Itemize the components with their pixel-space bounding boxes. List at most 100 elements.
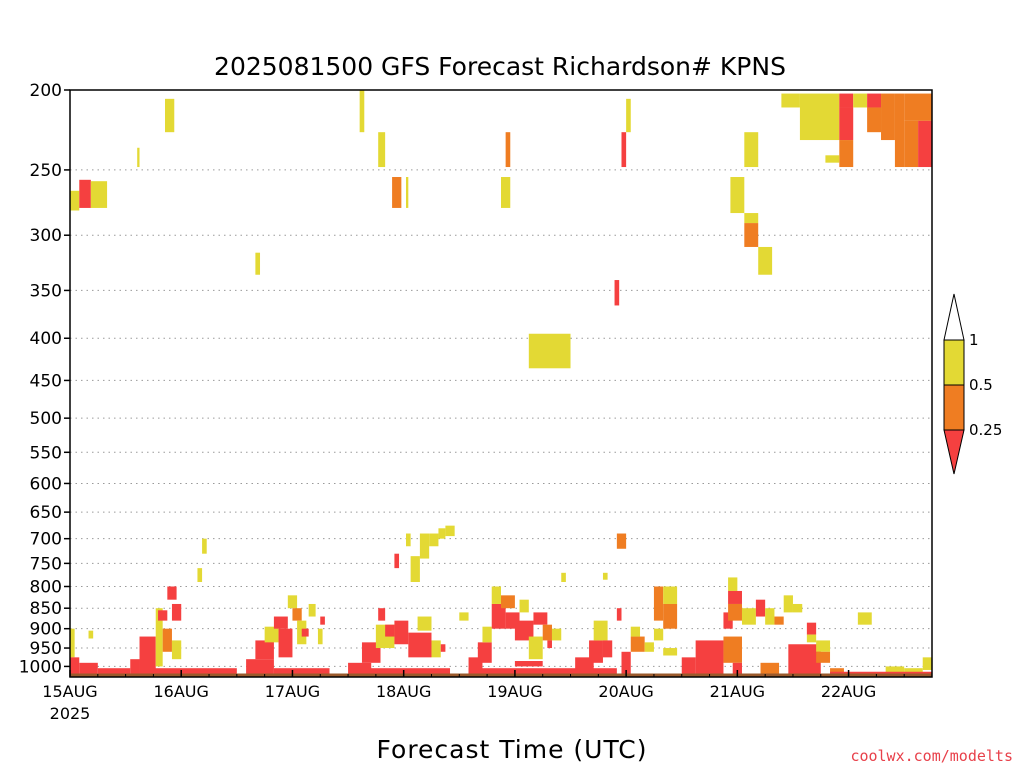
heatmap-cell	[392, 177, 402, 208]
heatmap-cell	[70, 657, 80, 674]
heatmap-cell	[881, 93, 895, 141]
heatmap-cell	[273, 668, 330, 674]
heatmap-cell	[730, 177, 745, 214]
heatmap-cell	[755, 599, 766, 617]
heatmap-cell	[153, 668, 237, 674]
heatmap-cell	[839, 140, 854, 168]
heatmap-cell	[774, 616, 784, 625]
heatmap-cell	[137, 147, 140, 168]
colorbar: 1 0.5 0.25	[943, 293, 1002, 475]
heatmap-cell	[491, 586, 501, 604]
chart-title: 2025081500 GFS Forecast Richardson# KPNS	[214, 52, 786, 81]
heatmap-cell	[593, 620, 608, 641]
heatmap-cell	[867, 93, 882, 108]
heatmap-cell	[781, 93, 800, 108]
heatmap-cell	[744, 132, 759, 168]
heatmap-cell	[918, 120, 932, 168]
heatmap-cell	[405, 533, 411, 547]
x-tick-label: 15AUG	[42, 682, 97, 701]
heatmap-cell	[431, 640, 441, 658]
ground-band	[70, 673, 932, 677]
y-tick-label: 700	[30, 530, 62, 550]
heatmap-cell	[130, 659, 140, 674]
heatmap-cell	[788, 644, 821, 674]
colorbar-label-0.25: 0.25	[969, 421, 1002, 439]
heatmap-cell	[542, 624, 552, 641]
heatmap-cell	[561, 572, 566, 582]
heatmap-cell	[378, 132, 386, 168]
heatmap-cell	[419, 533, 430, 559]
heatmap-cell	[501, 595, 515, 609]
heatmap-cell	[602, 640, 613, 658]
heatmap-cell	[378, 608, 386, 621]
heatmap-cell	[171, 640, 182, 660]
x-tick-label: 18AUG	[376, 682, 431, 701]
y-tick-label: 550	[30, 443, 62, 463]
heatmap-cell	[653, 586, 664, 621]
heatmap-cell	[139, 636, 156, 674]
colorbar-yellow-bin	[943, 339, 965, 386]
y-tick-label: 300	[30, 226, 62, 246]
heatmap-cell	[477, 642, 492, 663]
colorbar-lower-arrow	[943, 429, 965, 475]
heatmap-cell	[653, 628, 664, 641]
y-tick-label: 350	[30, 281, 62, 301]
heatmap-cell	[514, 661, 543, 667]
colorbar-label-1: 1	[969, 331, 979, 349]
y-tick-label: 450	[30, 371, 62, 391]
x-tick-label: 19AUG	[487, 682, 542, 701]
y-tick-label: 800	[30, 577, 62, 597]
heatmap-cell	[728, 577, 738, 591]
heatmap-cell	[408, 632, 432, 658]
heatmap-cell	[348, 662, 372, 674]
y-tick-label: 600	[30, 474, 62, 494]
x-axis-label: Forecast Time (UTC)	[377, 735, 648, 764]
heatmap-cell	[614, 280, 620, 306]
y-tick-label: 1000	[19, 657, 62, 677]
heatmap-cell	[501, 177, 511, 208]
heatmap-cell	[758, 246, 773, 275]
heatmap-cell	[167, 586, 177, 600]
heatmap-cell	[264, 626, 279, 643]
x-tick-label: 16AUG	[154, 682, 209, 701]
heatmap-cell	[765, 608, 775, 625]
y-axis-ticks: 200 250 300 350 400 450 500 550 600 650 700 750 8008…	[19, 81, 70, 677]
heatmap-cell	[799, 93, 840, 141]
heatmap-cell	[528, 333, 571, 369]
x-tick-sublabel: 2025	[50, 704, 91, 723]
x-tick-label: 17AUG	[265, 682, 320, 701]
heatmap-cell	[162, 628, 172, 652]
heatmap-cell	[528, 636, 543, 660]
heatmap-cell	[806, 634, 817, 643]
heatmap-cell	[626, 98, 631, 133]
y-tick-label: 200	[30, 81, 62, 101]
heatmap-cell	[616, 533, 627, 549]
y-tick-label: 850	[30, 599, 62, 619]
y-tick-label: 400	[30, 329, 62, 349]
heatmap-cell	[308, 603, 316, 617]
heatmap-cell	[644, 642, 654, 652]
heatmap-cell	[459, 612, 469, 621]
heatmap-cell	[839, 107, 854, 141]
heatmap-cell	[857, 612, 872, 625]
heatmap-cell	[732, 662, 742, 674]
heatmap-cell	[429, 533, 439, 547]
heatmap-cell	[551, 628, 562, 641]
y-tick-label: 250	[30, 161, 62, 181]
heatmap-cell	[853, 93, 868, 108]
x-tick-label: 22AUG	[821, 682, 876, 701]
heatmap-cell	[79, 179, 91, 208]
heatmap-cell	[301, 628, 309, 637]
heatmap-cell	[839, 93, 854, 108]
heatmap-cell	[830, 668, 844, 674]
colorbar-orange-bin	[943, 384, 965, 431]
y-tick-label: 500	[30, 409, 62, 429]
heatmap-cell	[155, 608, 163, 667]
heatmap-cell	[202, 538, 207, 554]
heatmap-cell	[394, 553, 400, 569]
heatmap-cell	[405, 177, 409, 208]
heatmap-cell	[589, 640, 603, 663]
heatmap-cell	[728, 603, 742, 621]
heatmap-cell	[904, 93, 932, 121]
heatmap-cell	[825, 155, 840, 163]
